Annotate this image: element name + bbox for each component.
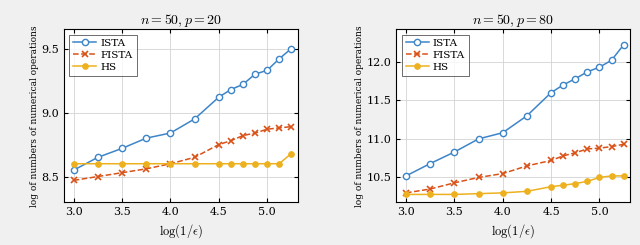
HS — [166, 162, 174, 165]
ISTA — [608, 59, 616, 62]
FISTA — [191, 156, 198, 159]
FISTA — [166, 162, 174, 165]
ISTA — [94, 156, 102, 159]
Line: HS: HS — [71, 151, 294, 167]
ISTA — [142, 137, 150, 140]
ISTA — [275, 57, 283, 60]
ISTA — [191, 118, 198, 121]
Line: ISTA: ISTA — [70, 46, 294, 173]
HS — [263, 162, 271, 165]
FISTA — [239, 134, 247, 137]
ISTA — [572, 77, 579, 80]
HS — [239, 162, 247, 165]
ISTA — [596, 66, 604, 69]
ISTA — [620, 43, 627, 46]
HS — [287, 152, 295, 155]
X-axis label: $\mathrm{log}(1/\epsilon)$: $\mathrm{log}(1/\epsilon)$ — [492, 222, 536, 240]
FISTA — [596, 147, 604, 150]
HS — [118, 162, 126, 165]
HS — [275, 162, 283, 165]
Legend: ISTA, FISTA, HS: ISTA, FISTA, HS — [69, 35, 137, 76]
ISTA — [287, 47, 295, 50]
ISTA — [523, 114, 531, 117]
FISTA — [227, 139, 235, 142]
HS — [475, 192, 483, 195]
Line: FISTA: FISTA — [403, 141, 627, 196]
HS — [499, 191, 507, 194]
HS — [620, 174, 627, 177]
FISTA — [215, 143, 223, 146]
Line: HS: HS — [403, 173, 627, 197]
ISTA — [118, 147, 126, 150]
HS — [402, 193, 410, 196]
HS — [559, 184, 567, 187]
FISTA — [547, 159, 555, 162]
ISTA — [451, 150, 458, 153]
FISTA — [94, 175, 102, 178]
FISTA — [451, 181, 458, 184]
Title: $n = 50, p = 80$: $n = 50, p = 80$ — [472, 12, 554, 29]
ISTA — [239, 83, 247, 86]
FISTA — [475, 176, 483, 179]
FISTA — [287, 125, 295, 128]
Y-axis label: log of numbers of numerical operations: log of numbers of numerical operations — [29, 25, 38, 207]
FISTA — [118, 171, 126, 174]
HS — [584, 180, 591, 183]
FISTA — [620, 143, 627, 146]
FISTA — [263, 128, 271, 131]
HS — [547, 185, 555, 188]
ISTA — [547, 91, 555, 94]
HS — [426, 193, 434, 196]
X-axis label: $\mathrm{log}(1/\epsilon)$: $\mathrm{log}(1/\epsilon)$ — [159, 222, 203, 240]
ISTA — [166, 132, 174, 135]
FISTA — [523, 164, 531, 167]
HS — [523, 190, 531, 193]
ISTA — [263, 69, 271, 72]
HS — [251, 162, 259, 165]
Line: ISTA: ISTA — [403, 42, 627, 179]
HS — [596, 176, 604, 179]
FISTA — [572, 151, 579, 154]
FISTA — [70, 179, 77, 182]
ISTA — [70, 169, 77, 171]
HS — [227, 162, 235, 165]
FISTA — [275, 126, 283, 129]
FISTA — [584, 147, 591, 150]
Title: $n = 50, p = 20$: $n = 50, p = 20$ — [140, 12, 222, 29]
ISTA — [584, 70, 591, 73]
ISTA — [559, 84, 567, 86]
ISTA — [475, 137, 483, 140]
FISTA — [142, 167, 150, 170]
Legend: ISTA, FISTA, HS: ISTA, FISTA, HS — [401, 35, 469, 76]
ISTA — [215, 96, 223, 99]
FISTA — [426, 187, 434, 190]
Y-axis label: log of numbers of numerical operations: log of numbers of numerical operations — [355, 25, 364, 207]
ISTA — [227, 88, 235, 91]
HS — [572, 182, 579, 185]
ISTA — [426, 162, 434, 165]
FISTA — [559, 154, 567, 157]
HS — [608, 174, 616, 177]
Line: FISTA: FISTA — [70, 123, 294, 184]
FISTA — [608, 145, 616, 148]
HS — [215, 162, 223, 165]
HS — [94, 162, 102, 165]
FISTA — [402, 191, 410, 194]
FISTA — [499, 172, 507, 175]
ISTA — [251, 73, 259, 76]
HS — [451, 193, 458, 196]
HS — [142, 162, 150, 165]
FISTA — [251, 132, 259, 135]
HS — [191, 162, 198, 165]
ISTA — [402, 174, 410, 177]
ISTA — [499, 131, 507, 134]
HS — [70, 162, 77, 165]
